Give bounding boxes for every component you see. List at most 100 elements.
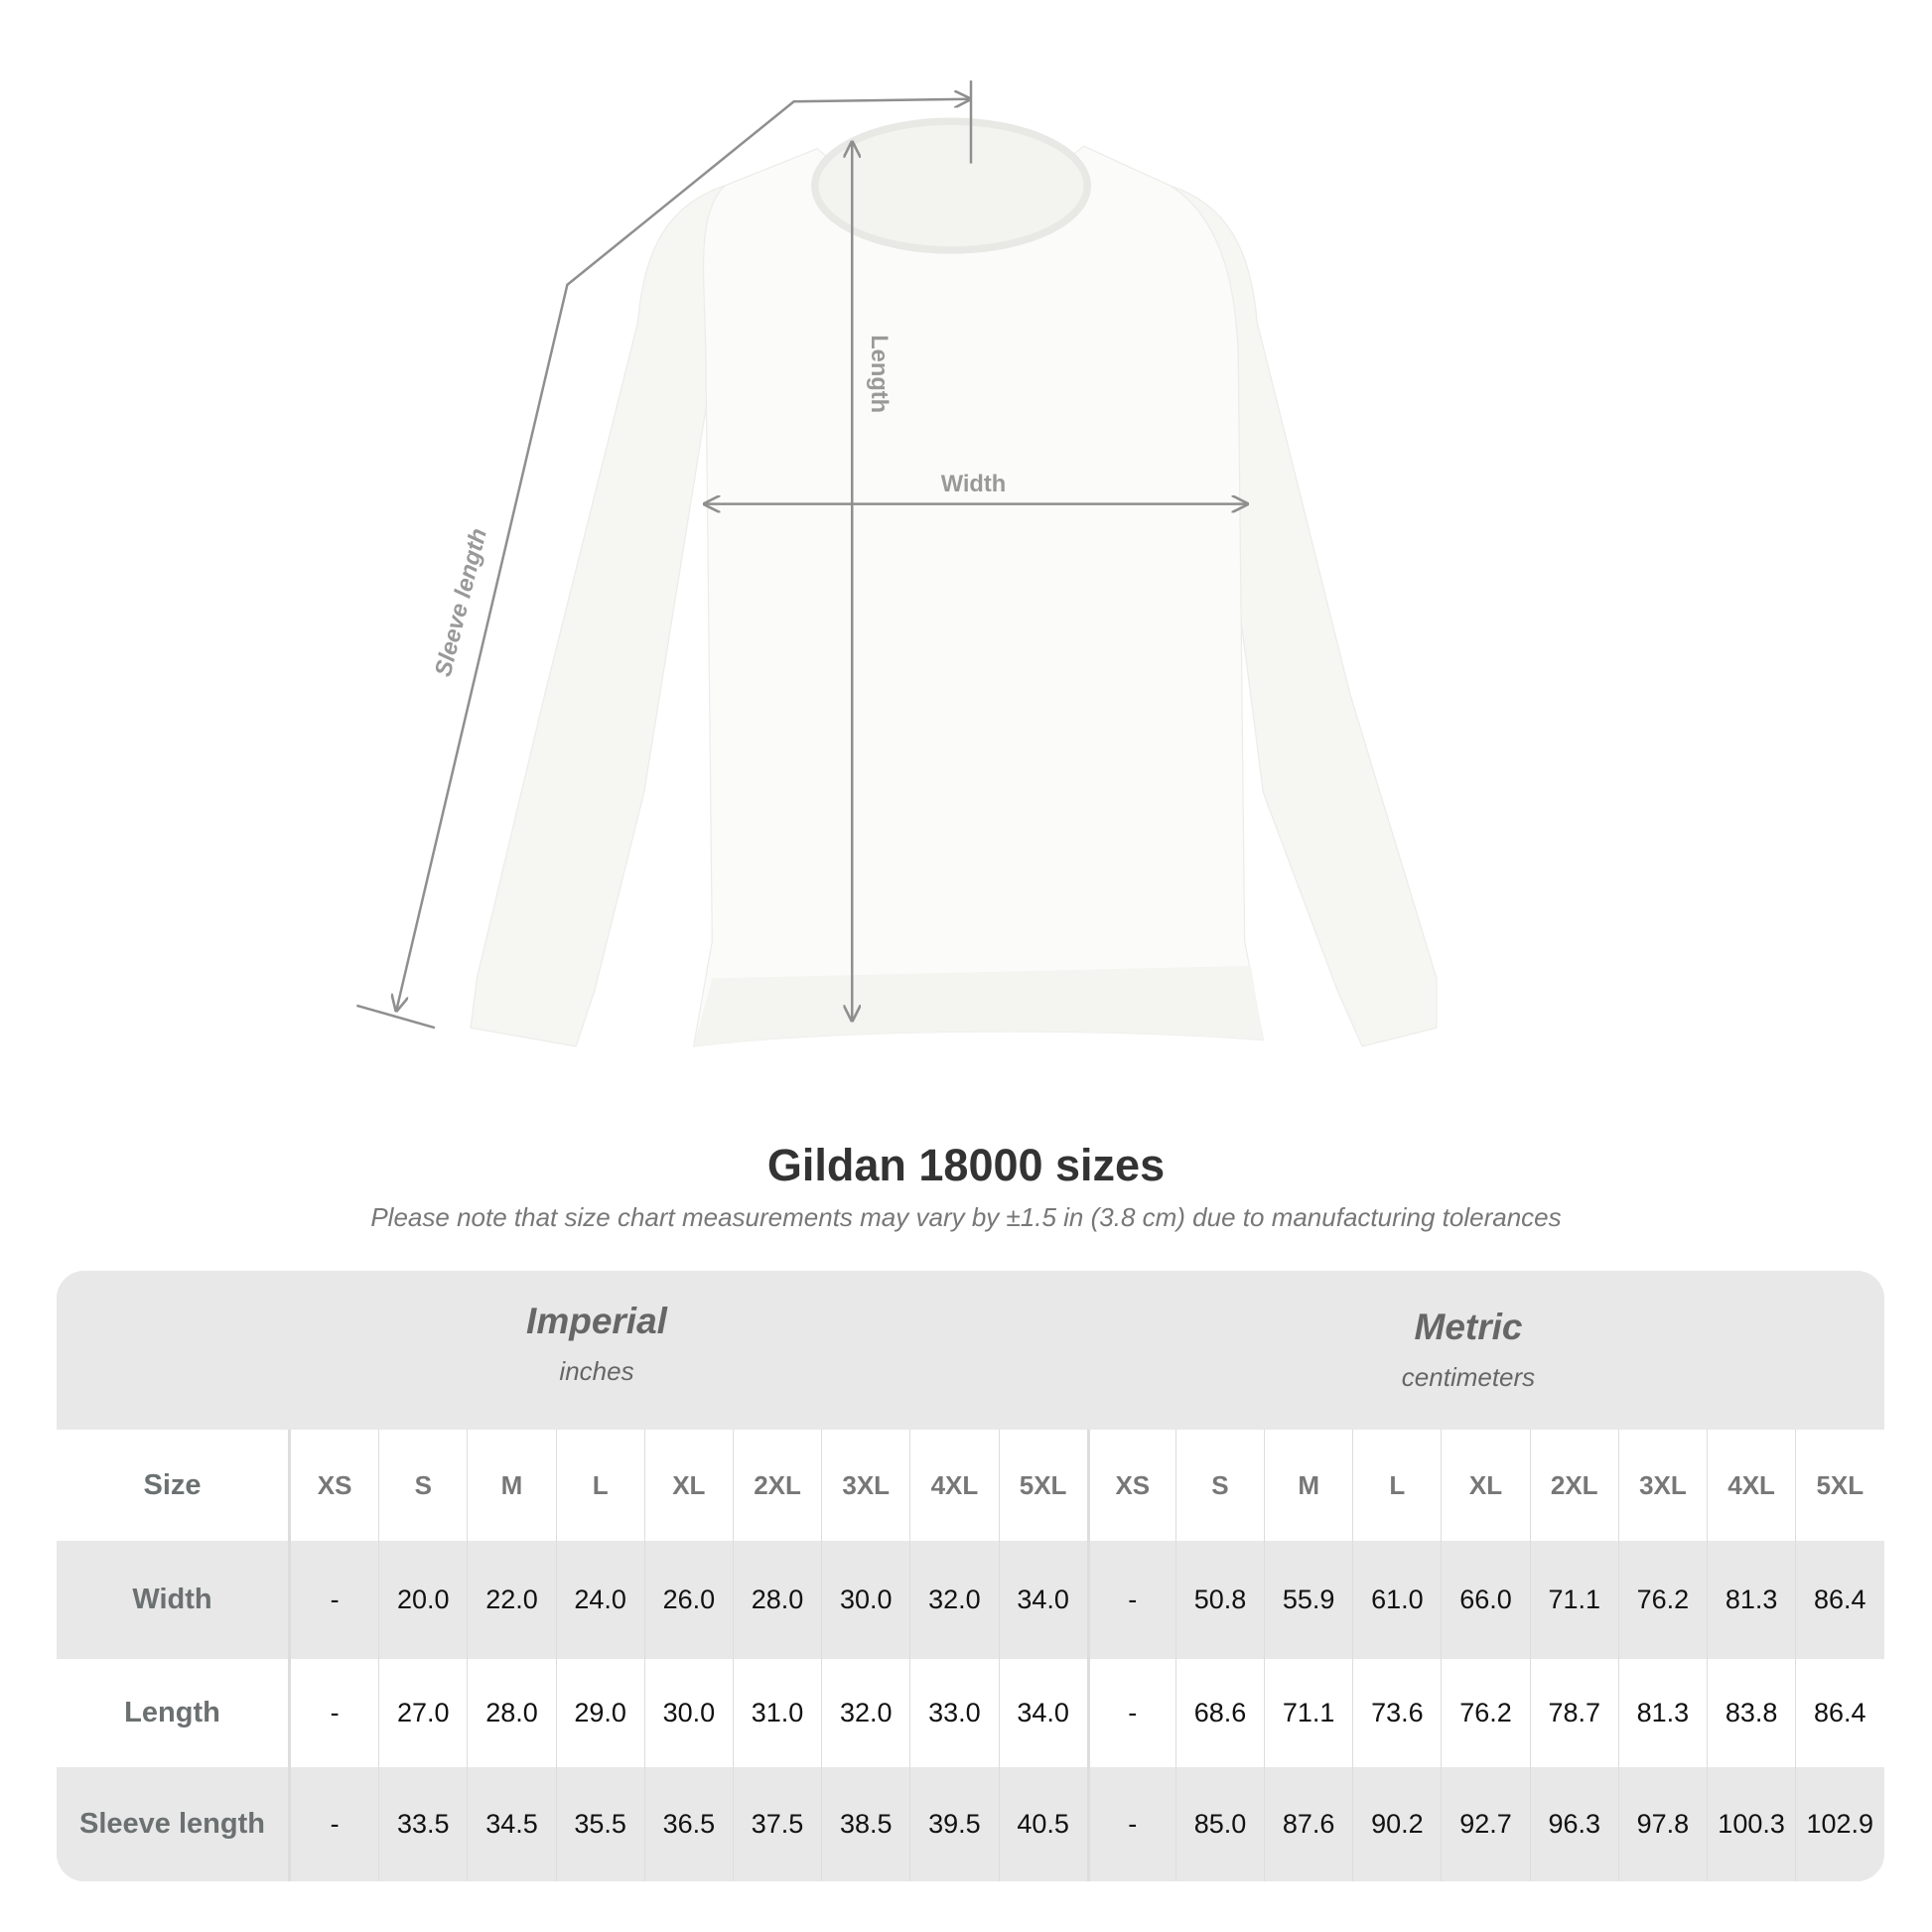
table-cell: - — [1086, 1767, 1175, 1881]
size-header-cell: M — [467, 1430, 555, 1541]
table-cell: 26.0 — [643, 1541, 733, 1659]
tolerance-note: Please note that size chart measurements… — [370, 1202, 1562, 1232]
metric-title: Metric — [1414, 1307, 1523, 1347]
table-cell: 86.4 — [1795, 1659, 1883, 1767]
metric-unit: centimeters — [1401, 1362, 1536, 1392]
size-header-cell: 4XL — [1707, 1430, 1795, 1541]
table-cell: 35.5 — [555, 1767, 644, 1881]
chart-title: Gildan 18000 sizes — [766, 1140, 1166, 1190]
measurement-lines — [355, 80, 1247, 1030]
table-cell: 34.0 — [998, 1659, 1087, 1767]
size-header-cell: 3XL — [1617, 1430, 1707, 1541]
table-cell: - — [290, 1659, 378, 1767]
table-cell: 29.0 — [555, 1659, 644, 1767]
length-label: Length — [866, 335, 892, 413]
table-cell: 34.0 — [998, 1541, 1087, 1659]
size-header-cell: 2XL — [732, 1430, 821, 1541]
table-cell: 97.8 — [1617, 1767, 1707, 1881]
row-label: Length — [57, 1659, 290, 1767]
table-cell: 61.0 — [1352, 1541, 1441, 1659]
table-cell: 71.1 — [1264, 1659, 1352, 1767]
table-cell: 71.1 — [1529, 1541, 1618, 1659]
table-cell: 76.2 — [1617, 1541, 1707, 1659]
left-sleeve — [470, 185, 726, 1047]
table-cell: - — [290, 1541, 378, 1659]
table-cell: 20.0 — [378, 1541, 467, 1659]
size-header-label: Size — [57, 1430, 290, 1541]
table-cell: 37.5 — [732, 1767, 821, 1881]
size-header-cell: XL — [643, 1430, 733, 1541]
table-cell: 36.5 — [643, 1767, 733, 1881]
table-row-sleeve-length: Sleeve length -33.5 34.5 35.5 36.5 37.5 38.5 39… — [57, 1767, 1884, 1881]
table-row-length: Length -27.0 28.0 29.0 30.0 31.0 32.0 33.0 34.0-… — [57, 1659, 1884, 1767]
size-header-cell: XS — [1086, 1430, 1175, 1541]
size-header-cell: M — [1264, 1430, 1352, 1541]
table-cell: 30.0 — [821, 1541, 909, 1659]
table-cell: 73.6 — [1352, 1659, 1441, 1767]
table-cell: 81.3 — [1707, 1541, 1795, 1659]
sleeve-length-line — [396, 99, 969, 1011]
table-cell: 68.6 — [1174, 1659, 1264, 1767]
imperial-unit: inches — [559, 1356, 634, 1386]
table-cell: 90.2 — [1352, 1767, 1441, 1881]
table-cell: 27.0 — [378, 1659, 467, 1767]
table-cell: 50.8 — [1174, 1541, 1264, 1659]
sleeve-length-label: Sleeve length — [431, 526, 492, 679]
collar — [811, 117, 1091, 254]
table-cell: 34.5 — [467, 1767, 555, 1881]
table-cell: 39.5 — [909, 1767, 998, 1881]
size-header-cell: 4XL — [909, 1430, 998, 1541]
table-cell: 86.4 — [1795, 1541, 1883, 1659]
size-header-cell: XL — [1441, 1430, 1529, 1541]
table-cell: 33.5 — [378, 1767, 467, 1881]
size-header-cell: L — [555, 1430, 644, 1541]
size-header-cell: S — [1174, 1430, 1264, 1541]
sweatshirt-illustration — [470, 117, 1438, 1047]
table-cell: 76.2 — [1441, 1659, 1529, 1767]
metric-header: Metric centimeters — [1270, 1307, 1667, 1393]
table-cell: 81.3 — [1617, 1659, 1707, 1767]
table-cell: - — [290, 1767, 378, 1881]
imperial-header: Imperial inches — [398, 1301, 795, 1387]
body — [692, 145, 1265, 1047]
table-header: Imperial inches Metric centimeters — [57, 1271, 1884, 1430]
table-cell: 85.0 — [1174, 1767, 1264, 1881]
table-cell: 28.0 — [732, 1541, 821, 1659]
table-cell: 28.0 — [467, 1659, 555, 1767]
size-table: Imperial inches Metric centimeters Size X… — [57, 1271, 1884, 1881]
size-header-cell: 2XL — [1529, 1430, 1618, 1541]
size-header-cell: L — [1352, 1430, 1441, 1541]
size-header-cell: 5XL — [1795, 1430, 1883, 1541]
table-cell: 96.3 — [1529, 1767, 1618, 1881]
size-header-cell: 5XL — [998, 1430, 1087, 1541]
table-cell: 100.3 — [1707, 1767, 1795, 1881]
table-cell: 31.0 — [732, 1659, 821, 1767]
width-label: Width — [941, 472, 1007, 497]
table-cell: 92.7 — [1441, 1767, 1529, 1881]
size-header-cell: S — [378, 1430, 467, 1541]
table-cell: 22.0 — [467, 1541, 555, 1659]
table-cell: 87.6 — [1264, 1767, 1352, 1881]
table-cell: 30.0 — [643, 1659, 733, 1767]
imperial-title: Imperial — [526, 1301, 667, 1341]
table-cell: 83.8 — [1707, 1659, 1795, 1767]
table-cell: 38.5 — [821, 1767, 909, 1881]
sweatshirt-diagram: Width Length Sleeve length — [355, 80, 1438, 1047]
table-cell: 55.9 — [1264, 1541, 1352, 1659]
table-cell: - — [1086, 1541, 1175, 1659]
size-row: Size XS S M L XL 2XL 3XL 4XL 5XL XS S M L XL 2XL 3XL 4XL 5… — [57, 1430, 1884, 1541]
table-cell: 32.0 — [821, 1659, 909, 1767]
table-cell: - — [1086, 1659, 1175, 1767]
table-row-width: Width -20.0 22.0 24.0 26.0 28.0 30.0 32.0 34.0-5… — [57, 1541, 1884, 1659]
row-label: Width — [57, 1541, 290, 1659]
table-cell: 102.9 — [1795, 1767, 1883, 1881]
table-cell: 32.0 — [909, 1541, 998, 1659]
hem-band — [693, 965, 1264, 1046]
table-cell: 78.7 — [1529, 1659, 1618, 1767]
table-cell: 24.0 — [555, 1541, 644, 1659]
table-cell: 66.0 — [1441, 1541, 1529, 1659]
sleeve-bottom-tick — [355, 1004, 436, 1030]
size-header-cell: XS — [290, 1430, 378, 1541]
row-label: Sleeve length — [57, 1767, 290, 1881]
table-cell: 33.0 — [909, 1659, 998, 1767]
